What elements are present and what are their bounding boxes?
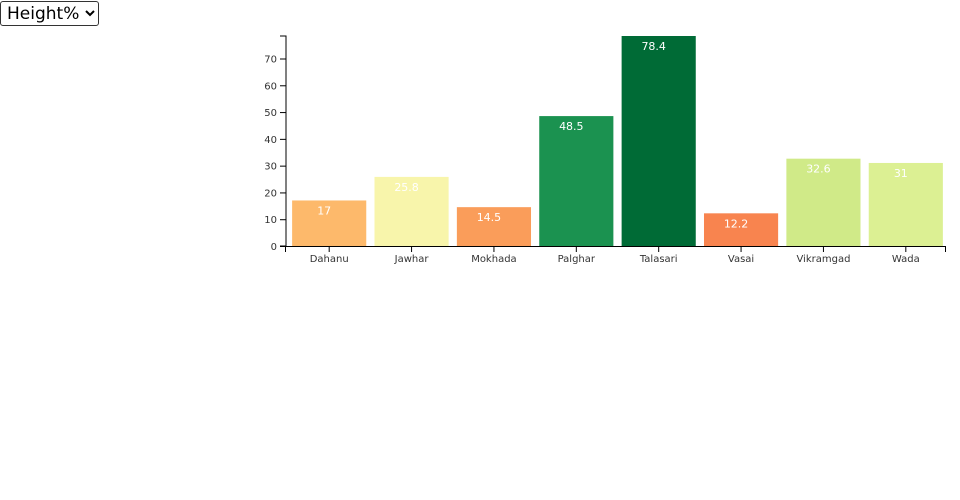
bar-value-label: 78.4: [641, 40, 666, 53]
bar-value-label: 17: [317, 204, 331, 217]
bar-palghar: [539, 116, 614, 246]
y-tick-label: 20: [264, 188, 277, 199]
x-tick-label: Vasai: [728, 254, 754, 265]
bar-jawhar: [374, 176, 449, 246]
bar-value-label: 32.6: [806, 163, 831, 176]
bar-talasari: [621, 36, 696, 246]
x-tick-label: Palghar: [558, 254, 596, 265]
bar-value-label: 31: [894, 167, 908, 180]
metric-select[interactable]: Height%: [0, 1, 99, 26]
y-tick-label: 60: [264, 81, 277, 92]
y-tick-label: 30: [264, 162, 277, 173]
x-tick-label: Jawhar: [394, 254, 430, 265]
bar-vasai: [703, 213, 779, 246]
y-tick-label: 50: [264, 108, 277, 119]
y-tick-label: 10: [264, 215, 277, 226]
bar-wada: [868, 162, 943, 246]
bar-value-label: 48.5: [559, 120, 584, 133]
x-tick-label: Vikramgad: [796, 254, 850, 265]
x-tick-label: Talasari: [639, 254, 678, 265]
x-axis-line: [285, 246, 946, 252]
bar-mokhada: [456, 207, 532, 246]
bar-value-label: 25.8: [394, 181, 419, 194]
bar-vikramgad: [786, 158, 861, 246]
x-tick-label: Mokhada: [471, 254, 516, 265]
bar-dahanu: [292, 200, 367, 246]
x-tick-label: Dahanu: [310, 254, 349, 265]
bar-value-label: 12.2: [724, 217, 749, 230]
bar-value-label: 14.5: [477, 211, 502, 224]
y-tick-label: 40: [264, 135, 277, 146]
y-axis-line: [280, 35, 287, 247]
y-tick-label: 0: [271, 242, 277, 253]
x-tick-label: Wada: [892, 254, 920, 265]
plot-area: 0 10 20 30 40 50 60 70 17 Dahanu 25.8 Jawhar 14.5 Mok…: [264, 35, 946, 265]
y-tick-label: 70: [264, 55, 277, 66]
bar-chart: 0 10 20 30 40 50 60 70 17 Dahanu 25.8 Jawhar 14.5 Mok…: [264, 35, 946, 265]
